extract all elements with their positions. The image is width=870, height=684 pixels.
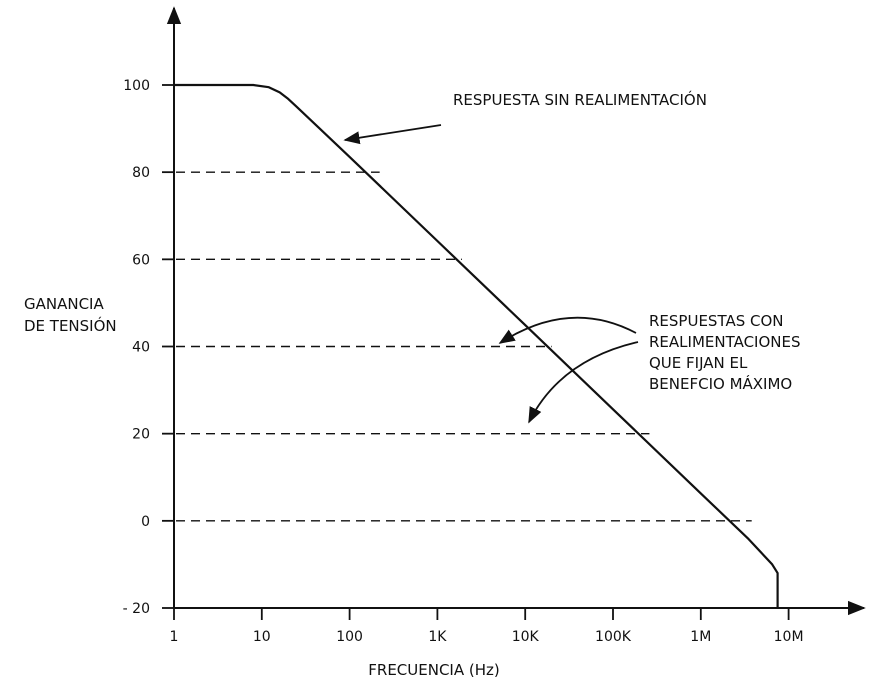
annotation-closed-loop-line: RESPUESTAS CON [649,312,784,330]
x-tick-label: 1M [690,629,711,645]
y-tick-label: 40 [132,340,150,356]
annotation-arrow [528,341,639,424]
x-tick-label: 10M [774,629,804,645]
y-axis-label: GANANCIA [24,295,104,313]
y-tick-label: 0 [141,514,150,530]
annotation-closed-loop-line: REALIMENTACIONES [649,333,801,351]
x-tick-label: 1K [428,629,447,645]
x-tick-label: 100K [595,629,632,645]
open-loop-response-line [174,83,779,608]
y-tick-label: 60 [132,252,150,268]
annotation-arrow [343,124,442,145]
annotation-open-loop: RESPUESTA SIN REALIMENTACIÓN [453,90,707,109]
y-tick-label: 80 [132,165,150,181]
y-axis-label: DE TENSIÓN [24,316,117,335]
y-tick-label: 20 [132,427,150,443]
annotation-arrow [498,316,637,344]
x-axis-label: FRECUENCIA (Hz) [368,661,499,679]
x-tick-label: 10K [512,629,540,645]
x-tick-label: 1 [170,629,179,645]
y-tick-label: - 20 [123,601,150,617]
annotation-closed-loop-line: QUE FIJAN EL [649,354,748,372]
x-tick-label: 10 [253,629,271,645]
y-tick-label: 100 [123,78,150,94]
x-tick-label: 100 [336,629,363,645]
annotation-closed-loop-line: BENEFCIO MÁXIMO [649,374,792,393]
